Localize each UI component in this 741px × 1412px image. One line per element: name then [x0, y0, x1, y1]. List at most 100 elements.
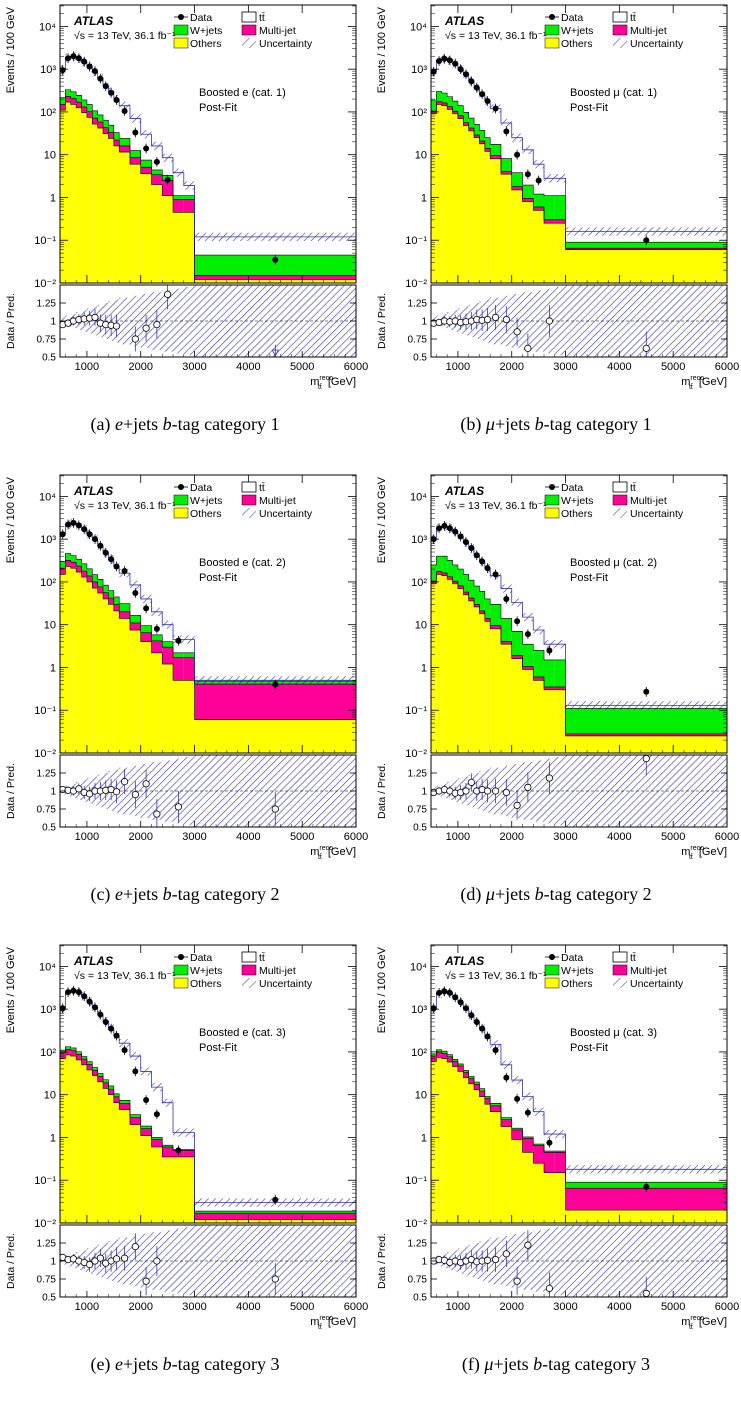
ratio-point [467, 778, 475, 786]
multijet-outline [431, 571, 727, 753]
ratio-point [642, 755, 650, 763]
legend-wjets-swatch [544, 24, 560, 36]
data-point [546, 647, 553, 654]
ttbar-bar [92, 1007, 98, 1068]
data-point [446, 57, 453, 64]
legend-data-marker [178, 954, 184, 960]
others-bar [97, 1081, 104, 1223]
y-tick-label: 1 [421, 1132, 427, 1144]
x-tick-label: 4000 [607, 1301, 631, 1313]
chart-svg: 10⁻² 10⁻¹ 1 10 10² 10³ 10⁴ Events / 100 GeV ATLA… [5, 944, 368, 1331]
data-point [102, 1019, 109, 1026]
x-tick-label: 2000 [128, 1301, 152, 1313]
panel-caption: (f) μ+jets b-tag category 3 [461, 1354, 651, 1374]
wjets-bar [97, 1073, 104, 1077]
x-axis-label: mreco tt̄ [GeV] [681, 1315, 727, 1331]
ratio-tick-label: 0.75 [408, 335, 428, 346]
others-bar [490, 158, 501, 283]
multijet-bar [173, 657, 184, 681]
multijet-bar [140, 1128, 152, 1136]
others-bar [81, 1064, 87, 1223]
data-point [164, 176, 171, 183]
ttbar-bar [70, 990, 77, 1048]
wjets-bar [533, 1144, 545, 1146]
legend-others: Others [190, 978, 222, 990]
others-bar [565, 1210, 727, 1223]
data-point [75, 55, 82, 62]
ratio-point [142, 1277, 150, 1285]
others-bar [500, 1126, 512, 1223]
x-tick-label: 6000 [344, 361, 368, 373]
others-bar [65, 566, 71, 753]
ratio-point [153, 1257, 161, 1265]
others-bar [119, 152, 130, 283]
others-bar [183, 212, 195, 283]
wjets-bar [86, 568, 93, 576]
ratio-point [164, 290, 172, 298]
energy-label: √s = 13 TeV, 36.1 fb⁻¹ [445, 500, 547, 512]
wjets-bar [76, 559, 82, 567]
wjets-bar [544, 1151, 555, 1153]
chart-svg: 10⁻² 10⁻¹ 1 10 10² 10³ 10⁴ Events / 100 GeV ATLA… [5, 4, 368, 391]
multijet-outline [60, 560, 356, 753]
multijet-bar [457, 1065, 464, 1072]
others-bar [108, 604, 114, 753]
y-tick-label: 10 [415, 620, 427, 632]
ttbar-bar [119, 105, 130, 139]
others-bar [162, 1156, 174, 1223]
multijet-bar [151, 640, 163, 653]
fit-label: Post-Fit [570, 1042, 608, 1054]
data-point [113, 563, 120, 570]
ttbar-bar [522, 149, 534, 186]
data-point [60, 1005, 66, 1012]
data-point [484, 565, 491, 572]
wjets-bar [162, 1145, 174, 1147]
ratio-tick-label: 0.5 [42, 823, 56, 834]
y-tick-label: 10⁻² [405, 748, 427, 760]
multijet-bar [183, 1150, 195, 1157]
legend-others-swatch [173, 37, 189, 49]
data-point [70, 53, 77, 60]
data-point [462, 1005, 469, 1012]
ttbar-bar [162, 624, 174, 642]
wjets-bar [474, 1082, 480, 1085]
multijet-bar [103, 1082, 109, 1089]
experiment-label: ATLAS [73, 484, 113, 498]
ttbar-bar [500, 1064, 512, 1118]
multijet-bar [76, 1054, 82, 1060]
data-point [65, 55, 72, 62]
ttbar-bar [81, 62, 87, 100]
data-point [132, 129, 139, 136]
legend-wjets-swatch [544, 964, 560, 976]
others-bar [194, 719, 356, 753]
multijet-bar [173, 199, 184, 213]
energy-label: √s = 13 TeV, 36.1 fb⁻¹ [445, 30, 547, 42]
others-bar [565, 249, 727, 283]
legend-others-swatch [173, 977, 189, 989]
others-bar [65, 1054, 71, 1223]
wjets-bar [108, 125, 114, 133]
ratio-y-label: Data / Pred. [376, 1233, 388, 1289]
legend-multijet: Multi-jet [630, 495, 667, 507]
data-point [441, 522, 448, 529]
x-tick-label: 3000 [553, 831, 577, 843]
y-tick-label: 10³ [411, 64, 427, 76]
legend-ttbar-swatch [612, 11, 628, 23]
data-point [60, 531, 66, 538]
multijet-bar [92, 581, 98, 589]
legend-ttbar: tt̄ [630, 12, 636, 24]
x-axis-label: mreco tt̄ [GeV] [310, 375, 356, 391]
data-point [153, 625, 160, 632]
ttbar-bar [76, 58, 82, 96]
ttbar-bar [452, 531, 458, 565]
data-point [81, 526, 88, 533]
multijet-bar [431, 581, 437, 584]
ratio-uncertainty-band [183, 286, 195, 356]
wjets-bar [500, 158, 512, 172]
others-bar [474, 1089, 480, 1223]
wjets-bar [60, 1050, 66, 1053]
ratio-tick-label: 0.5 [413, 1293, 427, 1304]
data-point [546, 1139, 553, 1146]
ttbar-bar [554, 644, 566, 660]
x-axis-label: mreco tt̄ [GeV] [310, 1315, 356, 1331]
